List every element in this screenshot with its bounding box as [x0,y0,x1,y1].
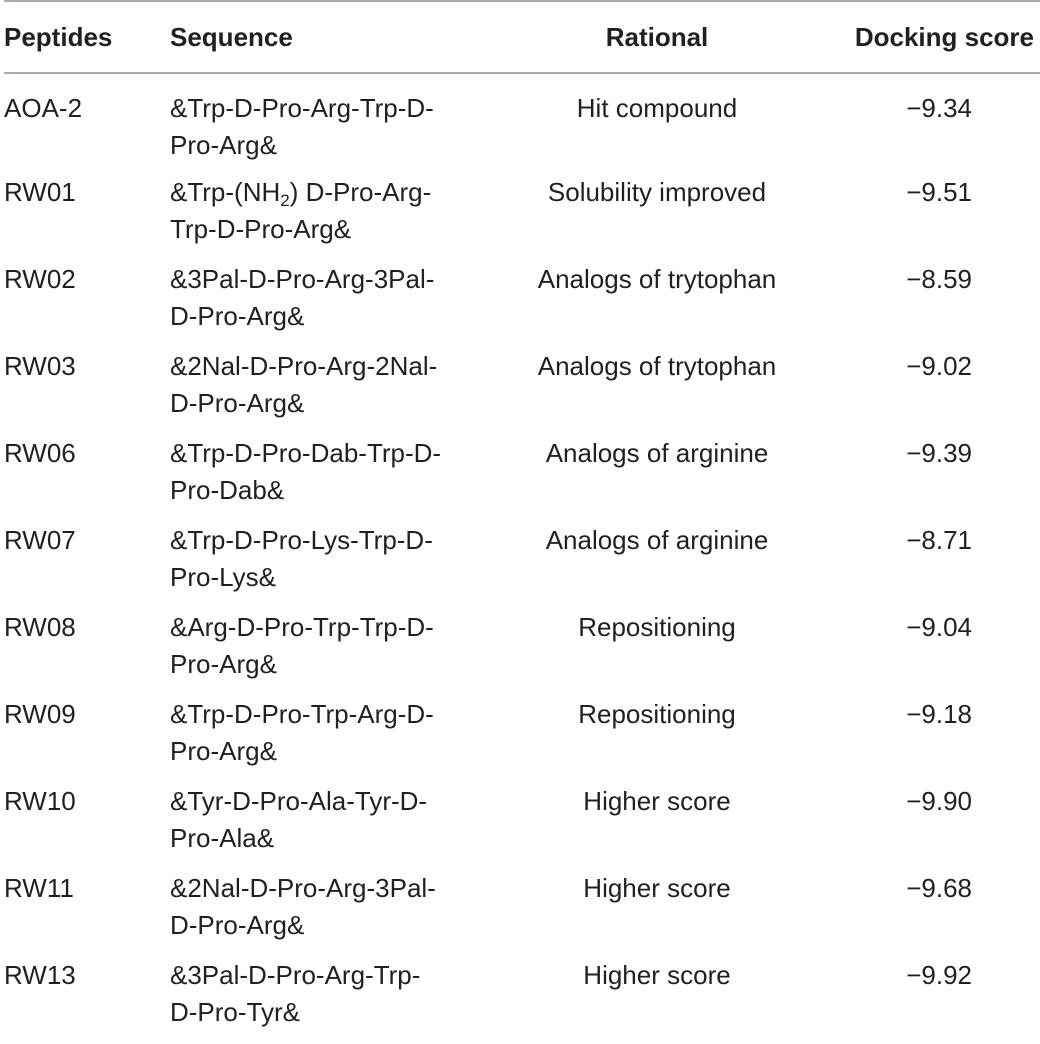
sequence-line: &3Pal-D-Pro-Arg-3Pal- [170,264,435,294]
sequence-line: &Trp-(NH2) D-Pro-Arg- [170,177,432,210]
header-rational: Rational [492,0,822,74]
sequence-line: &Arg-D-Pro-Trp-Trp-D- [170,612,434,642]
sequence-cell: &Arg-D-Pro-Trp-Trp-D- Pro-Arg& [170,609,492,696]
table-row: RW01 &Trp-(NH2) D-Pro-Arg- Trp-D-Pro-Arg&… [4,174,1040,261]
rational-cell: Repositioning [578,699,736,729]
header-peptides: Peptides [4,0,170,74]
docking-score-cell: −9.51 [906,177,972,207]
rational-cell: Higher score [583,960,731,990]
sequence-line: &Trp-D-Pro-Arg-Trp-D- [170,93,434,123]
rational-cell: Analogs of trytophan [537,351,777,381]
peptide-cell: RW13 [4,960,76,990]
sequence-line: Pro-Arg& [170,649,277,679]
docking-score-cell: −9.02 [906,351,972,381]
table-row: AOA-2 &Trp-D-Pro-Arg-Trp-D- Pro-Arg& Hit … [4,73,1040,174]
subscript: 2 [280,191,290,210]
sequence-line: &Trp-D-Pro-Lys-Trp-D- [170,525,433,555]
peptide-cell: RW03 [4,351,76,381]
sequence-line: D-Pro-Arg& [170,301,305,331]
rational-cell: Repositioning [578,612,736,642]
sequence-line: Pro-Arg& [170,736,277,766]
sequence-text: ) D-Pro-Arg- [289,177,432,207]
rational-cell: Higher score [583,786,731,816]
sequence-cell: &Trp-D-Pro-Arg-Trp-D- Pro-Arg& [170,73,492,174]
sequence-cell: &Trp-D-Pro-Trp-Arg-D- Pro-Arg& [170,696,492,783]
docking-score-cell: −9.90 [906,786,972,816]
table-row: RW08 &Arg-D-Pro-Trp-Trp-D- Pro-Arg& Repos… [4,609,1040,696]
docking-score-cell: −9.68 [906,873,972,903]
sequence-line: &Trp-D-Pro-Trp-Arg-D- [170,699,434,729]
peptide-cell: RW06 [4,438,76,468]
header-docking-score: Docking score [822,0,1040,74]
peptide-cell: RW07 [4,525,76,555]
peptide-cell: RW11 [4,873,74,903]
sequence-line: Pro-Arg& [170,130,277,160]
sequence-line: D-Pro-Arg& [170,388,305,418]
peptide-cell: AOA-2 [4,93,83,123]
header-sequence: Sequence [170,0,492,74]
peptide-cell: RW09 [4,699,76,729]
rational-cell: Solubility improved [547,177,767,207]
sequence-line: Trp-D-Pro-Arg& [170,214,352,244]
sequence-line: &Trp-D-Pro-Dab-Trp-D- [170,438,442,468]
sequence-cell: &2Nal-D-Pro-Arg-2Nal- D-Pro-Arg& [170,348,492,435]
sequence-line: &2Nal-D-Pro-Arg-2Nal- [170,351,438,381]
table-row: RW11 &2Nal-D-Pro-Arg-3Pal- D-Pro-Arg& Hig… [4,870,1040,957]
peptide-cell: RW02 [4,264,76,294]
docking-score-cell: −9.18 [906,699,972,729]
table-row: RW06 &Trp-D-Pro-Dab-Trp-D- Pro-Dab& Analo… [4,435,1040,522]
peptide-docking-table: Peptides Sequence Rational Docking score… [4,0,1040,1044]
sequence-line: Pro-Dab& [170,475,285,505]
table-row: RW13 &3Pal-D-Pro-Arg-Trp- D-Pro-Tyr& High… [4,957,1040,1044]
sequence-line: &2Nal-D-Pro-Arg-3Pal- [170,873,436,903]
sequence-text: &Trp-(NH [170,177,281,207]
rational-cell: Analogs of trytophan [537,264,777,294]
table-row: RW10 &Tyr-D-Pro-Ala-Tyr-D- Pro-Ala& Highe… [4,783,1040,870]
rational-cell: Analogs of arginine [545,438,769,468]
docking-score-cell: −9.39 [906,438,972,468]
docking-score-cell: −9.92 [906,960,972,990]
header-row: Peptides Sequence Rational Docking score [4,0,1040,74]
docking-score-cell: −8.71 [906,525,972,555]
docking-score-cell: −9.34 [906,93,972,123]
docking-score-cell: −8.59 [906,264,972,294]
peptide-cell: RW01 [4,177,76,207]
table-row: RW03 &2Nal-D-Pro-Arg-2Nal- D-Pro-Arg& Ana… [4,348,1040,435]
sequence-cell: &Trp-(NH2) D-Pro-Arg- Trp-D-Pro-Arg& [170,174,492,261]
rational-cell: Hit compound [576,93,738,123]
docking-score-cell: −9.04 [906,612,972,642]
table-body: AOA-2 &Trp-D-Pro-Arg-Trp-D- Pro-Arg& Hit … [4,73,1040,1044]
sequence-line: Pro-Ala& [170,823,275,853]
peptide-cell: RW10 [4,786,76,816]
peptide-cell: RW08 [4,612,76,642]
sequence-line: D-Pro-Arg& [170,910,305,940]
sequence-line: D-Pro-Tyr& [170,997,300,1027]
sequence-cell: &Trp-D-Pro-Lys-Trp-D- Pro-Lys& [170,522,492,609]
rational-cell: Analogs of arginine [545,525,769,555]
sequence-line: &Tyr-D-Pro-Ala-Tyr-D- [170,786,428,816]
table-row: RW07 &Trp-D-Pro-Lys-Trp-D- Pro-Lys& Analo… [4,522,1040,609]
sequence-line: Pro-Lys& [170,562,276,592]
rational-cell: Higher score [583,873,731,903]
sequence-line: &3Pal-D-Pro-Arg-Trp- [170,960,421,990]
sequence-cell: &3Pal-D-Pro-Arg-3Pal- D-Pro-Arg& [170,261,492,348]
sequence-cell: &2Nal-D-Pro-Arg-3Pal- D-Pro-Arg& [170,870,492,957]
table-row: RW09 &Trp-D-Pro-Trp-Arg-D- Pro-Arg& Repos… [4,696,1040,783]
sequence-cell: &3Pal-D-Pro-Arg-Trp- D-Pro-Tyr& [170,957,492,1044]
sequence-cell: &Tyr-D-Pro-Ala-Tyr-D- Pro-Ala& [170,783,492,870]
table-header: Peptides Sequence Rational Docking score [4,0,1040,74]
sequence-cell: &Trp-D-Pro-Dab-Trp-D- Pro-Dab& [170,435,492,522]
table-row: RW02 &3Pal-D-Pro-Arg-3Pal- D-Pro-Arg& Ana… [4,261,1040,348]
